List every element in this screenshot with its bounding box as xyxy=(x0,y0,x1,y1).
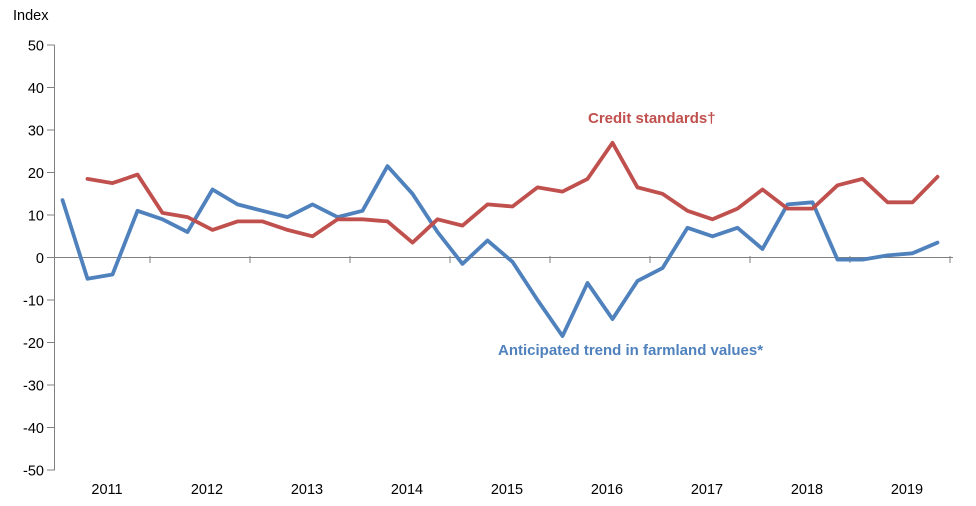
series-line-credit-standards xyxy=(85,140,940,245)
y-axis-tick-label: -10 xyxy=(23,293,44,309)
y-axis-tick-label: 50 xyxy=(28,38,44,54)
y-axis-tick-label: -50 xyxy=(23,463,44,479)
y-axis-tick-label: 20 xyxy=(28,166,44,182)
x-axis-year-label: 2018 xyxy=(791,482,823,498)
x-axis-year-label: 2014 xyxy=(391,482,423,498)
y-axis-tick-label: -40 xyxy=(23,421,44,437)
x-axis-year-label: 2011 xyxy=(91,482,122,498)
series-line-farmland-values xyxy=(60,164,940,339)
farmland-values-series-label: Anticipated trend in farmland values* xyxy=(498,342,764,359)
x-axis-year-label: 2017 xyxy=(691,482,723,498)
y-axis-tick-label: 40 xyxy=(28,81,44,97)
y-axis-tick-label: 30 xyxy=(28,123,44,139)
y-axis-tick-label: -20 xyxy=(23,336,44,352)
x-axis-year-label: 2019 xyxy=(891,482,923,498)
credit-standards-series-label: Credit standards† xyxy=(588,110,716,127)
y-axis-tick-label: -30 xyxy=(23,378,44,394)
x-axis-year-label: 2013 xyxy=(291,482,323,498)
x-axis-year-label: 2016 xyxy=(591,482,623,498)
y-axis-title: Index xyxy=(13,8,49,24)
y-axis-tick-label: 0 xyxy=(36,251,44,267)
x-axis-year-label: 2015 xyxy=(491,482,523,498)
x-axis-year-label: 2012 xyxy=(191,482,223,498)
y-axis-tick-label: 10 xyxy=(28,208,44,224)
